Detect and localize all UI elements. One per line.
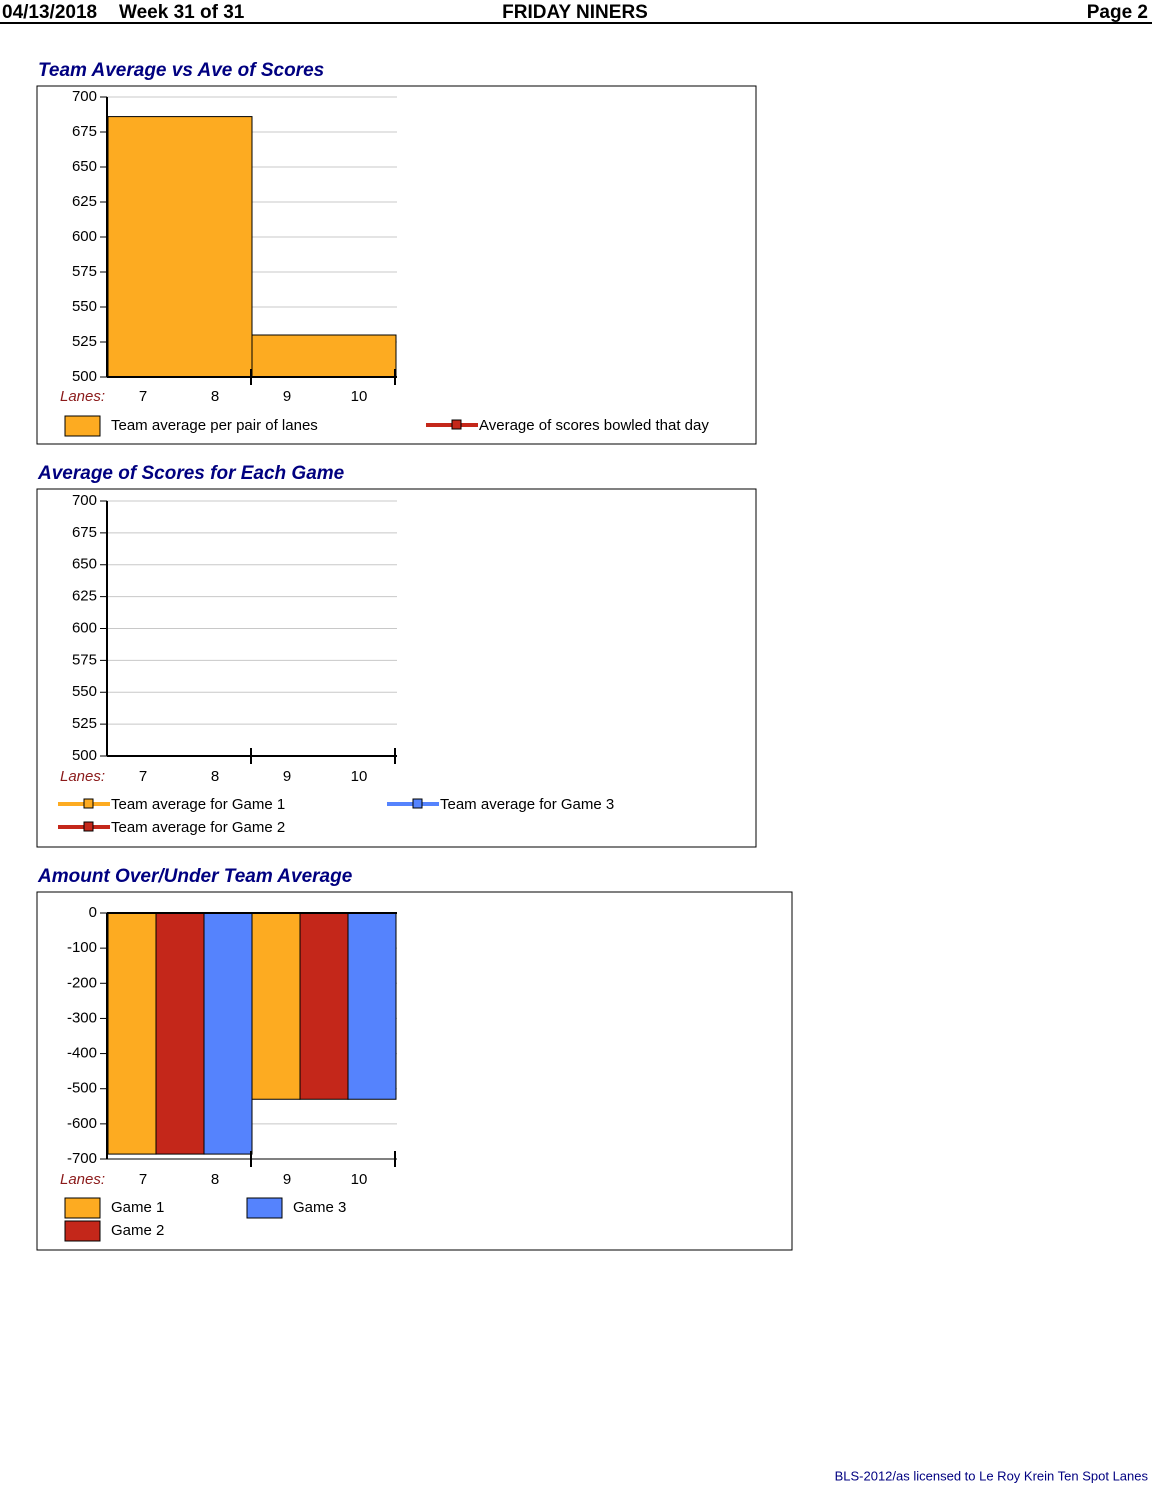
- x-tick-label: 9: [283, 1171, 291, 1188]
- legend-marker: [83, 821, 94, 832]
- bar: [347, 912, 397, 1100]
- legend-swatch: [246, 1197, 283, 1219]
- legend-marker: [451, 419, 462, 430]
- chart-frame: [36, 85, 757, 445]
- x-tick-label: 7: [139, 1171, 147, 1188]
- bar: [299, 912, 349, 1100]
- y-tick-label: 550: [72, 683, 97, 700]
- legend-label: Game 2: [111, 1222, 164, 1239]
- x-tick-label: 10: [351, 1171, 368, 1188]
- bar: [107, 912, 157, 1155]
- x-tick-label: 10: [351, 768, 368, 785]
- y-tick-label: 675: [72, 123, 97, 140]
- y-tick-label: 700: [72, 88, 97, 105]
- x-axis-label: Lanes:: [60, 388, 105, 405]
- legend-label: Average of scores bowled that day: [479, 417, 709, 434]
- y-tick-label: 600: [72, 619, 97, 636]
- legend-swatch: [64, 415, 101, 437]
- chart-frame: [36, 488, 757, 848]
- bar: [107, 116, 253, 378]
- x-axis-label: Lanes:: [60, 768, 105, 785]
- chart-frame: [36, 891, 793, 1251]
- x-tick-label: 8: [211, 768, 219, 785]
- legend-label: Game 1: [111, 1199, 164, 1216]
- x-tick-label: 9: [283, 388, 291, 405]
- bar: [251, 334, 397, 378]
- header-page: Page 2: [1087, 2, 1148, 23]
- y-tick-label: 500: [72, 368, 97, 385]
- bar: [203, 912, 253, 1155]
- y-tick-label: -600: [67, 1115, 97, 1132]
- header-date: 04/13/2018: [2, 2, 97, 23]
- bar: [251, 912, 301, 1100]
- y-tick-label: 675: [72, 524, 97, 541]
- y-tick-label: 525: [72, 715, 97, 732]
- y-tick-label: 700: [72, 492, 97, 509]
- x-tick-label: 7: [139, 388, 147, 405]
- y-tick-label: 550: [72, 298, 97, 315]
- y-tick-label: 525: [72, 333, 97, 350]
- y-tick-label: 650: [72, 158, 97, 175]
- legend-marker: [412, 798, 423, 809]
- y-tick-label: 575: [72, 651, 97, 668]
- legend-label: Game 3: [293, 1199, 346, 1216]
- header-week: Week 31 of 31: [119, 2, 245, 23]
- y-tick-label: -200: [67, 974, 97, 991]
- y-tick-label: 575: [72, 263, 97, 280]
- x-axis-label: Lanes:: [60, 1171, 105, 1188]
- y-tick-label: -300: [67, 1009, 97, 1026]
- legend-label: Team average for Game 2: [111, 819, 285, 836]
- chart-title: Amount Over/Under Team Average: [37, 866, 353, 887]
- y-tick-label: 650: [72, 556, 97, 573]
- legend-label: Team average for Game 3: [440, 796, 614, 813]
- y-tick-label: -400: [67, 1045, 97, 1062]
- header-title: FRIDAY NINERS: [502, 2, 648, 23]
- x-tick-label: 7: [139, 768, 147, 785]
- legend-swatch: [64, 1220, 101, 1242]
- legend-marker: [83, 798, 94, 809]
- x-tick-label: 8: [211, 388, 219, 405]
- footer: BLS-2012/as licensed to Le Roy Krein Ten…: [835, 1468, 1149, 1483]
- y-tick-label: 0: [89, 904, 97, 921]
- y-tick-label: 600: [72, 228, 97, 245]
- bar: [155, 912, 205, 1155]
- y-tick-label: 625: [72, 588, 97, 605]
- x-tick-label: 8: [211, 1171, 219, 1188]
- chart-title: Average of Scores for Each Game: [37, 463, 345, 484]
- y-tick-label: 625: [72, 193, 97, 210]
- y-tick-label: -100: [67, 939, 97, 956]
- chart-title: Team Average vs Ave of Scores: [38, 60, 324, 81]
- legend-label: Team average per pair of lanes: [111, 417, 318, 434]
- x-tick-label: 9: [283, 768, 291, 785]
- legend-swatch: [64, 1197, 101, 1219]
- y-tick-label: -700: [67, 1150, 97, 1167]
- x-tick-label: 10: [351, 388, 368, 405]
- legend-label: Team average for Game 1: [111, 796, 285, 813]
- y-tick-label: -500: [67, 1080, 97, 1097]
- y-tick-label: 500: [72, 747, 97, 764]
